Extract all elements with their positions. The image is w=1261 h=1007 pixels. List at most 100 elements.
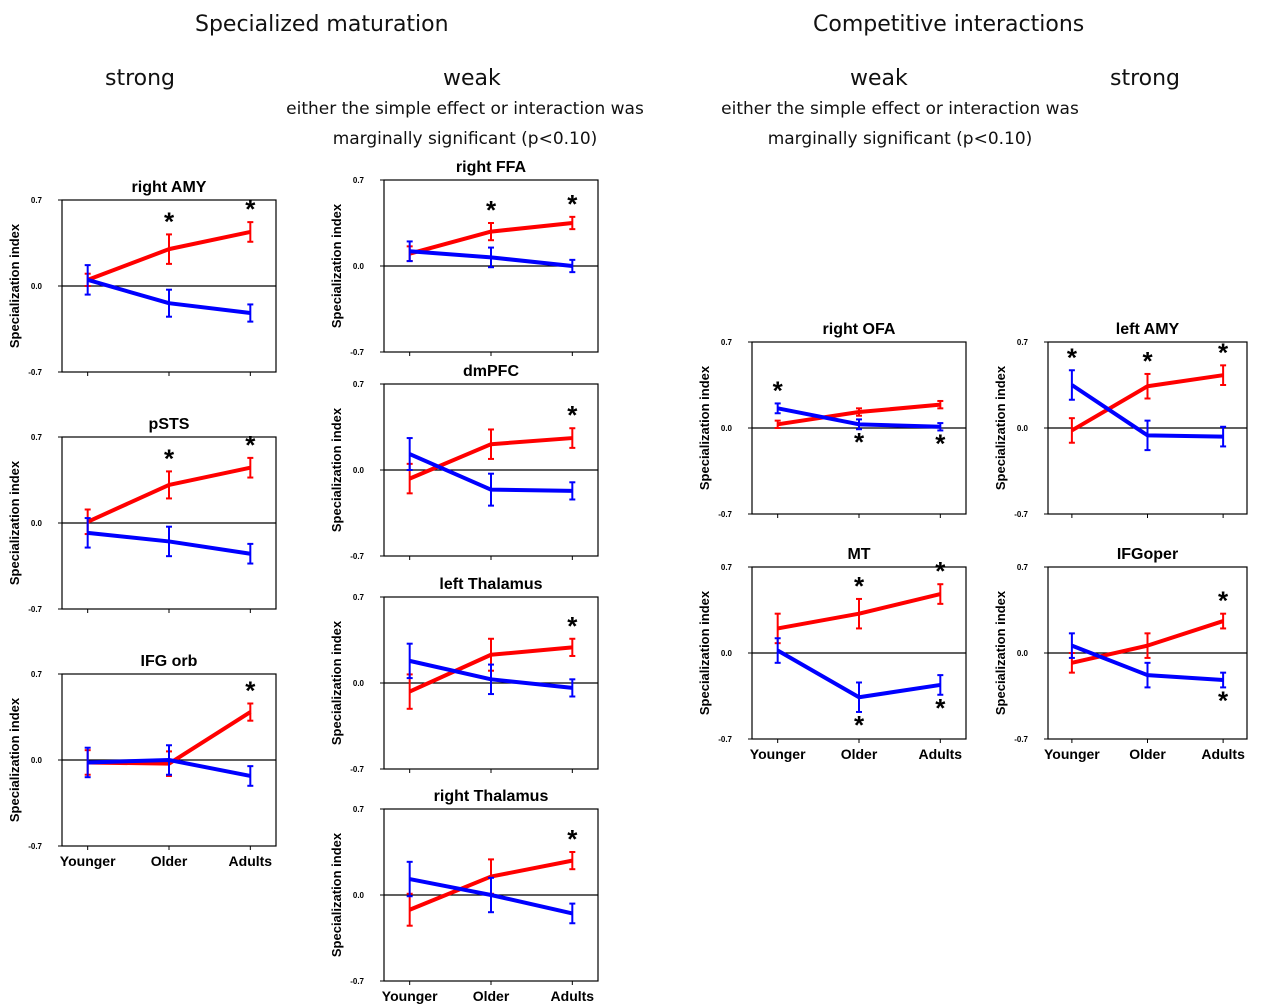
chart-right-amy: right AMY 0.7 0.0 -0.7 Specialization index *… [7, 179, 277, 377]
y-tick-label: 0.7 [353, 176, 365, 185]
y-tick-label: -0.7 [1014, 510, 1028, 519]
column-label-weak-right: weak [850, 66, 908, 91]
significance-star: * [164, 443, 175, 473]
chart-right-thalamus: right Thalamus 0.7 0.0 -0.7 Specialization i… [329, 788, 599, 1004]
y-axis-label: Specialization index [329, 832, 344, 957]
y-tick-label: -0.7 [1014, 735, 1028, 744]
y-axis-label: Specialization index [993, 365, 1008, 490]
y-tick-label: 0.7 [31, 433, 43, 442]
x-tick-label-older: Older [841, 746, 878, 762]
y-tick-label: 0.7 [353, 593, 365, 602]
y-tick-label: -0.7 [350, 348, 364, 357]
chart-psts: pSTS 0.7 0.0 -0.7 Specialization index * * [7, 416, 277, 614]
chart-title: left Thalamus [439, 576, 542, 593]
y-tick-label: 0.0 [31, 519, 43, 528]
y-tick-label: 0.0 [1017, 649, 1029, 658]
marginal-significance-note-left: either the simple effect or interaction … [286, 99, 644, 149]
significance-star: * [164, 206, 175, 236]
chart-left-amy: left AMY 0.7 0.0 -0.7 Specialization index * *… [993, 321, 1248, 519]
chart-title: right FFA [456, 159, 527, 176]
y-tick-label: 0.0 [353, 679, 365, 688]
x-tick-label-younger: Younger [750, 746, 806, 762]
significance-star: * [854, 571, 865, 601]
significance-star: * [245, 675, 256, 705]
significance-star: * [1218, 337, 1229, 367]
column-label-strong-left: strong [105, 66, 176, 91]
y-axis-label: Specialization index [7, 460, 22, 585]
y-tick-label: -0.7 [350, 552, 364, 561]
y-tick-label: -0.7 [28, 368, 42, 377]
column-label-strong-right: strong [1110, 66, 1181, 91]
y-tick-label: -0.7 [28, 605, 42, 614]
chart-title: right AMY [132, 179, 207, 196]
chart-title: left AMY [1116, 321, 1180, 338]
significance-star: * [1218, 586, 1229, 616]
x-tick-label-older: Older [473, 988, 510, 1004]
x-tick-label-adults: Adults [551, 988, 595, 1004]
significance-star: * [567, 189, 578, 219]
y-axis-label: Specialization index [329, 203, 344, 328]
y-axis-label: Specialization index [697, 365, 712, 490]
y-tick-label: 0.7 [31, 670, 43, 679]
y-tick-label: 0.7 [1017, 338, 1029, 347]
x-tick-label-adults: Adults [229, 853, 273, 869]
significance-star: * [245, 430, 256, 460]
y-tick-label: -0.7 [28, 842, 42, 851]
y-tick-label: 0.7 [1017, 563, 1029, 572]
y-tick-label: 0.0 [353, 891, 365, 900]
chart-title: IFGoper [1117, 546, 1178, 563]
y-tick-label: -0.7 [718, 510, 732, 519]
significance-star: * [567, 824, 578, 854]
y-tick-label: -0.7 [350, 977, 364, 986]
y-tick-label: 0.0 [353, 262, 365, 271]
y-tick-label: 0.0 [353, 466, 365, 475]
chart-right-ofa: right OFA 0.7 0.0 -0.7 Specialization index *… [697, 321, 967, 519]
y-tick-label: 0.7 [353, 805, 365, 814]
chart-title: dmPFC [463, 363, 519, 380]
y-tick-label: 0.7 [721, 563, 733, 572]
chart-title: pSTS [149, 416, 190, 433]
y-tick-label: 0.0 [1017, 424, 1029, 433]
significance-star: * [486, 195, 497, 225]
significance-star: * [854, 710, 865, 740]
chart-mt: MT 0.7 0.0 -0.7 Specialization index Younger O… [697, 546, 967, 762]
chart-title: IFG orb [141, 653, 198, 670]
significance-star: * [935, 693, 946, 723]
column-label-weak-left: weak [443, 66, 501, 91]
significance-star: * [1067, 342, 1078, 372]
y-axis-label: Specialization index [697, 590, 712, 715]
y-tick-label: 0.7 [31, 196, 43, 205]
chart-title: right OFA [823, 321, 896, 338]
y-tick-label: -0.7 [718, 735, 732, 744]
y-tick-label: 0.0 [721, 649, 733, 658]
y-tick-label: 0.7 [353, 380, 365, 389]
y-tick-label: 0.0 [31, 756, 43, 765]
significance-star: * [935, 556, 946, 586]
chart-ifg-orb: IFG orb 0.7 0.0 -0.7 Specialization index You… [7, 653, 277, 869]
chart-title: MT [847, 546, 870, 563]
title-specialized-maturation: Specialized maturation [195, 12, 449, 37]
chart-ifgoper: IFGoper 0.7 0.0 -0.7 Specialization index You… [993, 546, 1248, 762]
marginal-significance-note-right: either the simple effect or interaction … [721, 99, 1079, 149]
significance-star: * [773, 375, 784, 405]
y-axis-label: Specialization index [329, 620, 344, 745]
y-tick-label: 0.0 [721, 424, 733, 433]
title-competitive-interactions: Competitive interactions [813, 12, 1085, 37]
y-axis-label: Specialization index [993, 590, 1008, 715]
x-tick-label-younger: Younger [60, 853, 116, 869]
chart-dmpfc: dmPFC 0.7 0.0 -0.7 Specialization index * [329, 363, 599, 561]
chart-title: right Thalamus [434, 788, 549, 805]
chart-left-thalamus: left Thalamus 0.7 0.0 -0.7 Specialization in… [329, 576, 599, 774]
y-tick-label: 0.0 [31, 282, 43, 291]
x-tick-label-younger: Younger [1044, 746, 1100, 762]
y-tick-label: -0.7 [350, 765, 364, 774]
chart-right-ffa: right FFA 0.7 0.0 -0.7 Specialization index *… [329, 159, 599, 357]
y-tick-label: 0.7 [721, 338, 733, 347]
x-tick-label-older: Older [151, 853, 188, 869]
significance-star: * [935, 428, 946, 458]
significance-star: * [1218, 685, 1229, 715]
significance-star: * [567, 400, 578, 430]
significance-star: * [567, 611, 578, 641]
x-tick-label-older: Older [1129, 746, 1166, 762]
significance-star: * [245, 194, 256, 224]
